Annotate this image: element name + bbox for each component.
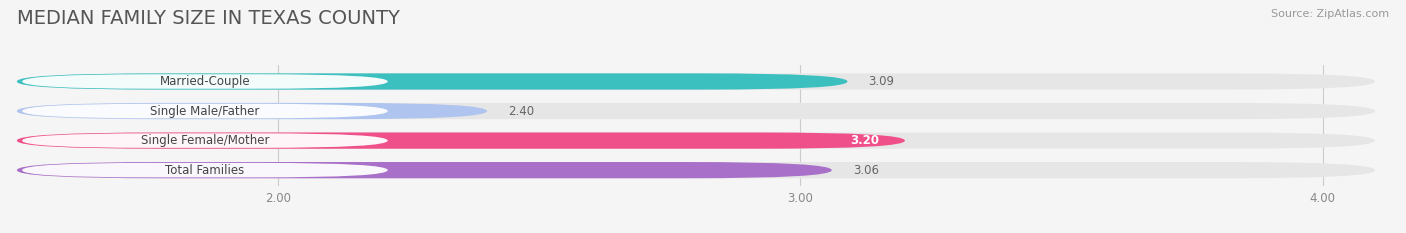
- FancyBboxPatch shape: [17, 103, 486, 119]
- Text: Single Female/Mother: Single Female/Mother: [141, 134, 269, 147]
- Text: MEDIAN FAMILY SIZE IN TEXAS COUNTY: MEDIAN FAMILY SIZE IN TEXAS COUNTY: [17, 9, 399, 28]
- Text: Source: ZipAtlas.com: Source: ZipAtlas.com: [1271, 9, 1389, 19]
- FancyBboxPatch shape: [17, 73, 848, 90]
- Text: 3.20: 3.20: [849, 134, 879, 147]
- Text: Single Male/Father: Single Male/Father: [150, 105, 260, 117]
- FancyBboxPatch shape: [17, 103, 1375, 119]
- Text: 3.09: 3.09: [869, 75, 894, 88]
- FancyBboxPatch shape: [22, 133, 388, 148]
- FancyBboxPatch shape: [17, 133, 905, 149]
- FancyBboxPatch shape: [22, 163, 388, 177]
- Text: 2.40: 2.40: [508, 105, 534, 117]
- Text: Total Families: Total Families: [166, 164, 245, 177]
- FancyBboxPatch shape: [17, 73, 1375, 90]
- FancyBboxPatch shape: [22, 74, 388, 89]
- FancyBboxPatch shape: [17, 162, 832, 178]
- FancyBboxPatch shape: [22, 104, 388, 118]
- FancyBboxPatch shape: [17, 162, 1375, 178]
- FancyBboxPatch shape: [17, 133, 1375, 149]
- Text: Married-Couple: Married-Couple: [160, 75, 250, 88]
- Text: 3.06: 3.06: [852, 164, 879, 177]
